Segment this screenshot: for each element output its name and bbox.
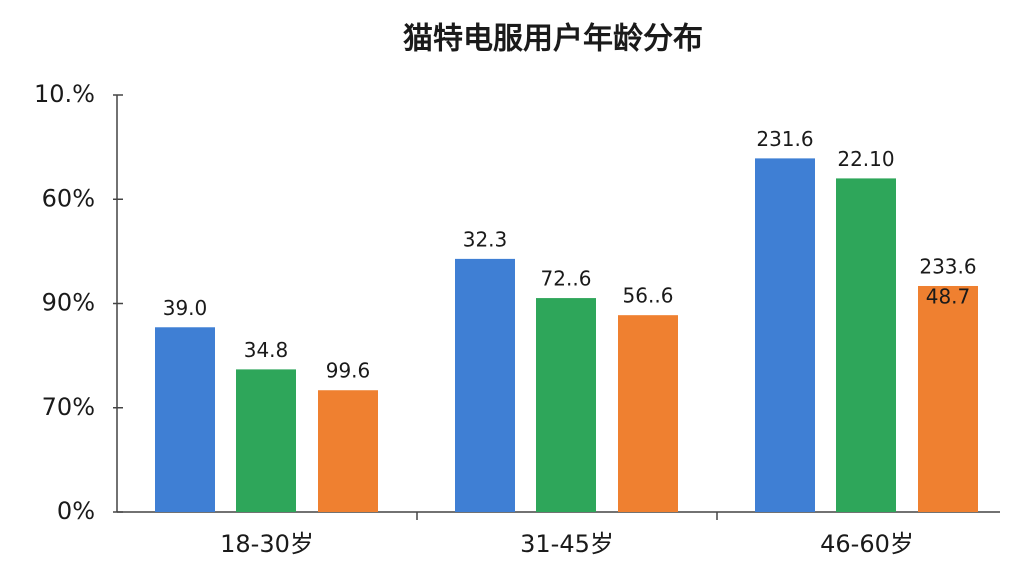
y-tick-label: 0%: [57, 497, 95, 525]
chart-title: 猫特电服用户年龄分布: [403, 22, 703, 57]
value-label: 231.6: [756, 127, 813, 151]
bar: [318, 390, 378, 512]
bar: [618, 315, 678, 512]
bar: [455, 258, 515, 512]
x-tick-label: 18-30岁: [220, 530, 314, 558]
bar: [155, 327, 215, 512]
y-tick-label: 10.%: [34, 80, 95, 108]
x-tick-label: 31-45岁: [520, 530, 614, 558]
y-tick-label: 70%: [42, 393, 95, 421]
value-label: 56..6: [623, 284, 674, 308]
bar: [836, 178, 896, 512]
value-label: 72..6: [541, 267, 592, 291]
bar: [536, 298, 596, 512]
bar: [755, 158, 815, 512]
x-tick-label: 46-60岁: [820, 530, 914, 558]
value-label: 22.10: [837, 147, 894, 171]
value-label: 233.6: [919, 254, 976, 278]
value-label: 32.3: [463, 227, 508, 251]
y-tick-label: 60%: [42, 184, 95, 212]
bar: [918, 285, 978, 512]
annotation: 48.7: [926, 285, 971, 309]
value-label: 39.0: [163, 296, 208, 320]
y-tick-label: 90%: [42, 289, 95, 317]
bar: [236, 369, 296, 512]
value-label: 99.6: [326, 359, 371, 383]
value-label: 34.8: [244, 338, 289, 362]
